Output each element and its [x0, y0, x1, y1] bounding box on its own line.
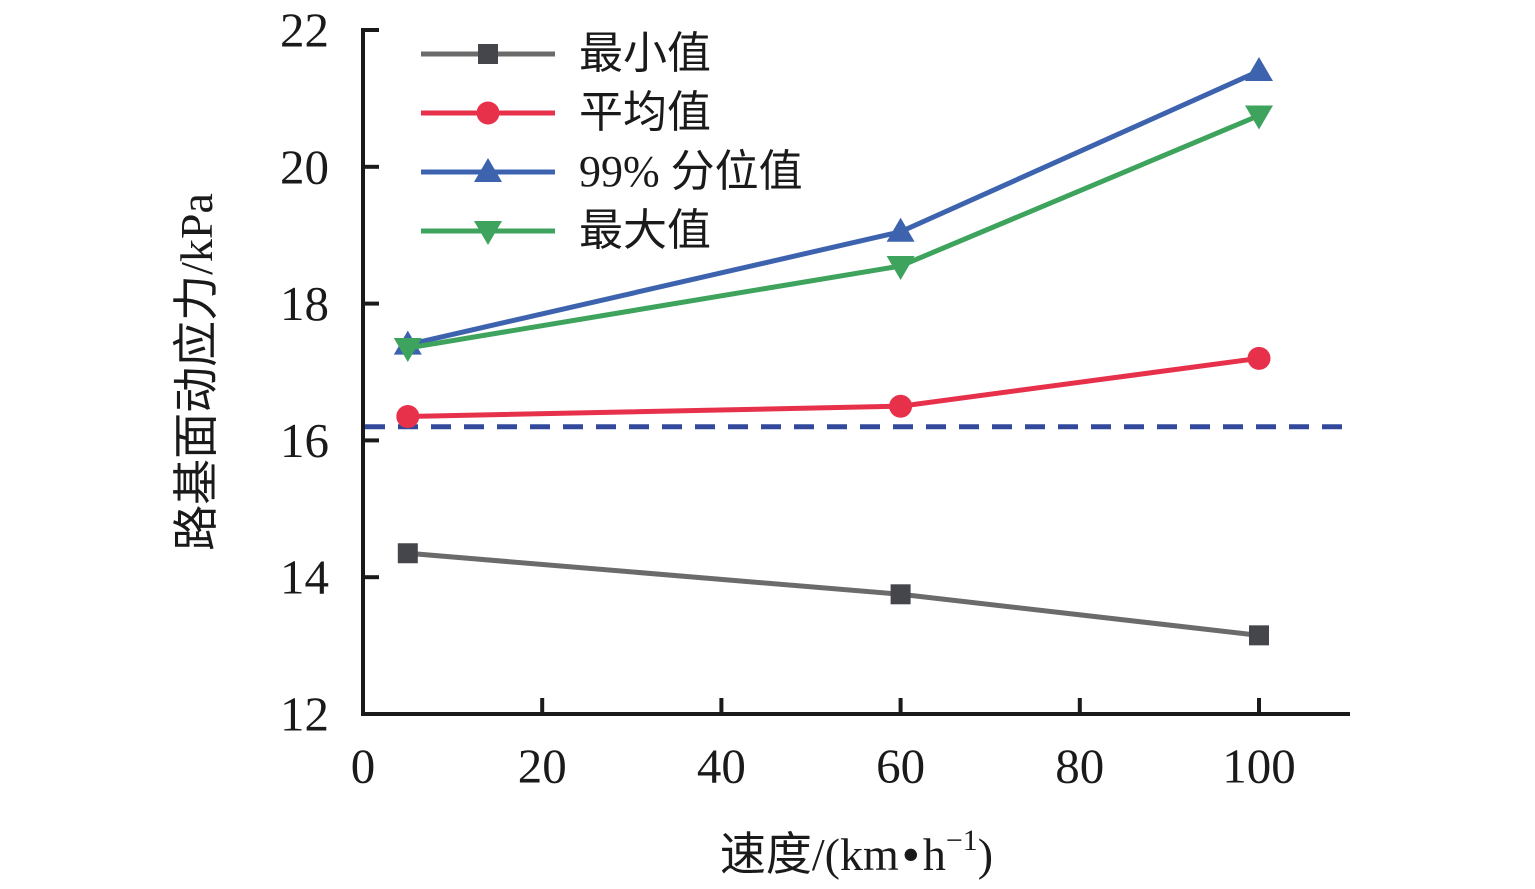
series-1-point-0 — [396, 404, 420, 428]
legend-circle-glyph — [476, 101, 500, 124]
legend-square-glyph — [478, 43, 498, 64]
y-tick-label: 22 — [280, 3, 329, 58]
series-1-point-1 — [889, 394, 913, 418]
x-axis-title-text: 速度/(km — [719, 829, 899, 880]
series-2-point-1 — [886, 217, 915, 242]
series-3-point-1 — [886, 255, 915, 280]
series-3-point-2 — [1245, 105, 1273, 130]
legend-item-p99: 99% 分位值 — [419, 142, 803, 201]
legend-marker-triangle-down-icon — [421, 220, 555, 245]
series-1-point-2 — [1247, 346, 1271, 370]
legend: 最小值 平均值 99% 分位值 最大值 — [419, 24, 803, 260]
x-tick-label: 100 — [1222, 739, 1296, 794]
series-0-point-2 — [1249, 625, 1269, 646]
x-tick-label: 60 — [876, 739, 925, 794]
x-tick-label: 80 — [1055, 739, 1104, 794]
legend-marker-circle-icon — [421, 101, 555, 124]
y-tick-label: 12 — [280, 687, 329, 742]
x-axis-title-close: ) — [977, 829, 994, 880]
series-0-point-1 — [890, 584, 911, 605]
x-axis-title: 速度/(km•h−1) — [363, 818, 1350, 884]
x-axis-title-exponent: −1 — [945, 824, 978, 857]
series-0-point-0 — [397, 543, 418, 564]
legend-marker-triangle-up-icon — [421, 157, 555, 182]
legend-label-p99: 99% 分位值 — [579, 146, 803, 196]
x-axis-title-dot: • — [902, 829, 919, 880]
series-3-point-0 — [393, 338, 422, 363]
legend-label-mean: 平均值 — [579, 87, 711, 137]
legend-item-mean: 平均值 — [419, 83, 803, 142]
y-tick-label: 20 — [280, 139, 329, 194]
legend-triangle-up-glyph — [474, 157, 502, 182]
series-line-1 — [407, 355, 1260, 419]
x-axis-title-unit: h — [922, 829, 946, 880]
x-tick-label: 40 — [697, 739, 746, 794]
x-tick-label: 20 — [518, 739, 567, 794]
legend-item-min: 最小值 — [419, 24, 803, 83]
x-tick-label: 0 — [351, 739, 376, 794]
legend-triangle-down-glyph — [474, 220, 502, 245]
y-tick-label: 16 — [280, 413, 329, 468]
legend-marker-square-icon — [421, 43, 555, 64]
y-axis-title: 路基面动应力/kPa — [171, 193, 222, 551]
legend-label-min: 最小值 — [579, 28, 711, 78]
series-2-point-2 — [1245, 57, 1273, 82]
y-tick-label: 14 — [280, 550, 329, 605]
legend-label-max: 最大值 — [579, 205, 711, 255]
legend-item-max: 最大值 — [419, 201, 803, 260]
series-line-0 — [407, 550, 1260, 638]
y-tick-label: 18 — [280, 276, 329, 331]
